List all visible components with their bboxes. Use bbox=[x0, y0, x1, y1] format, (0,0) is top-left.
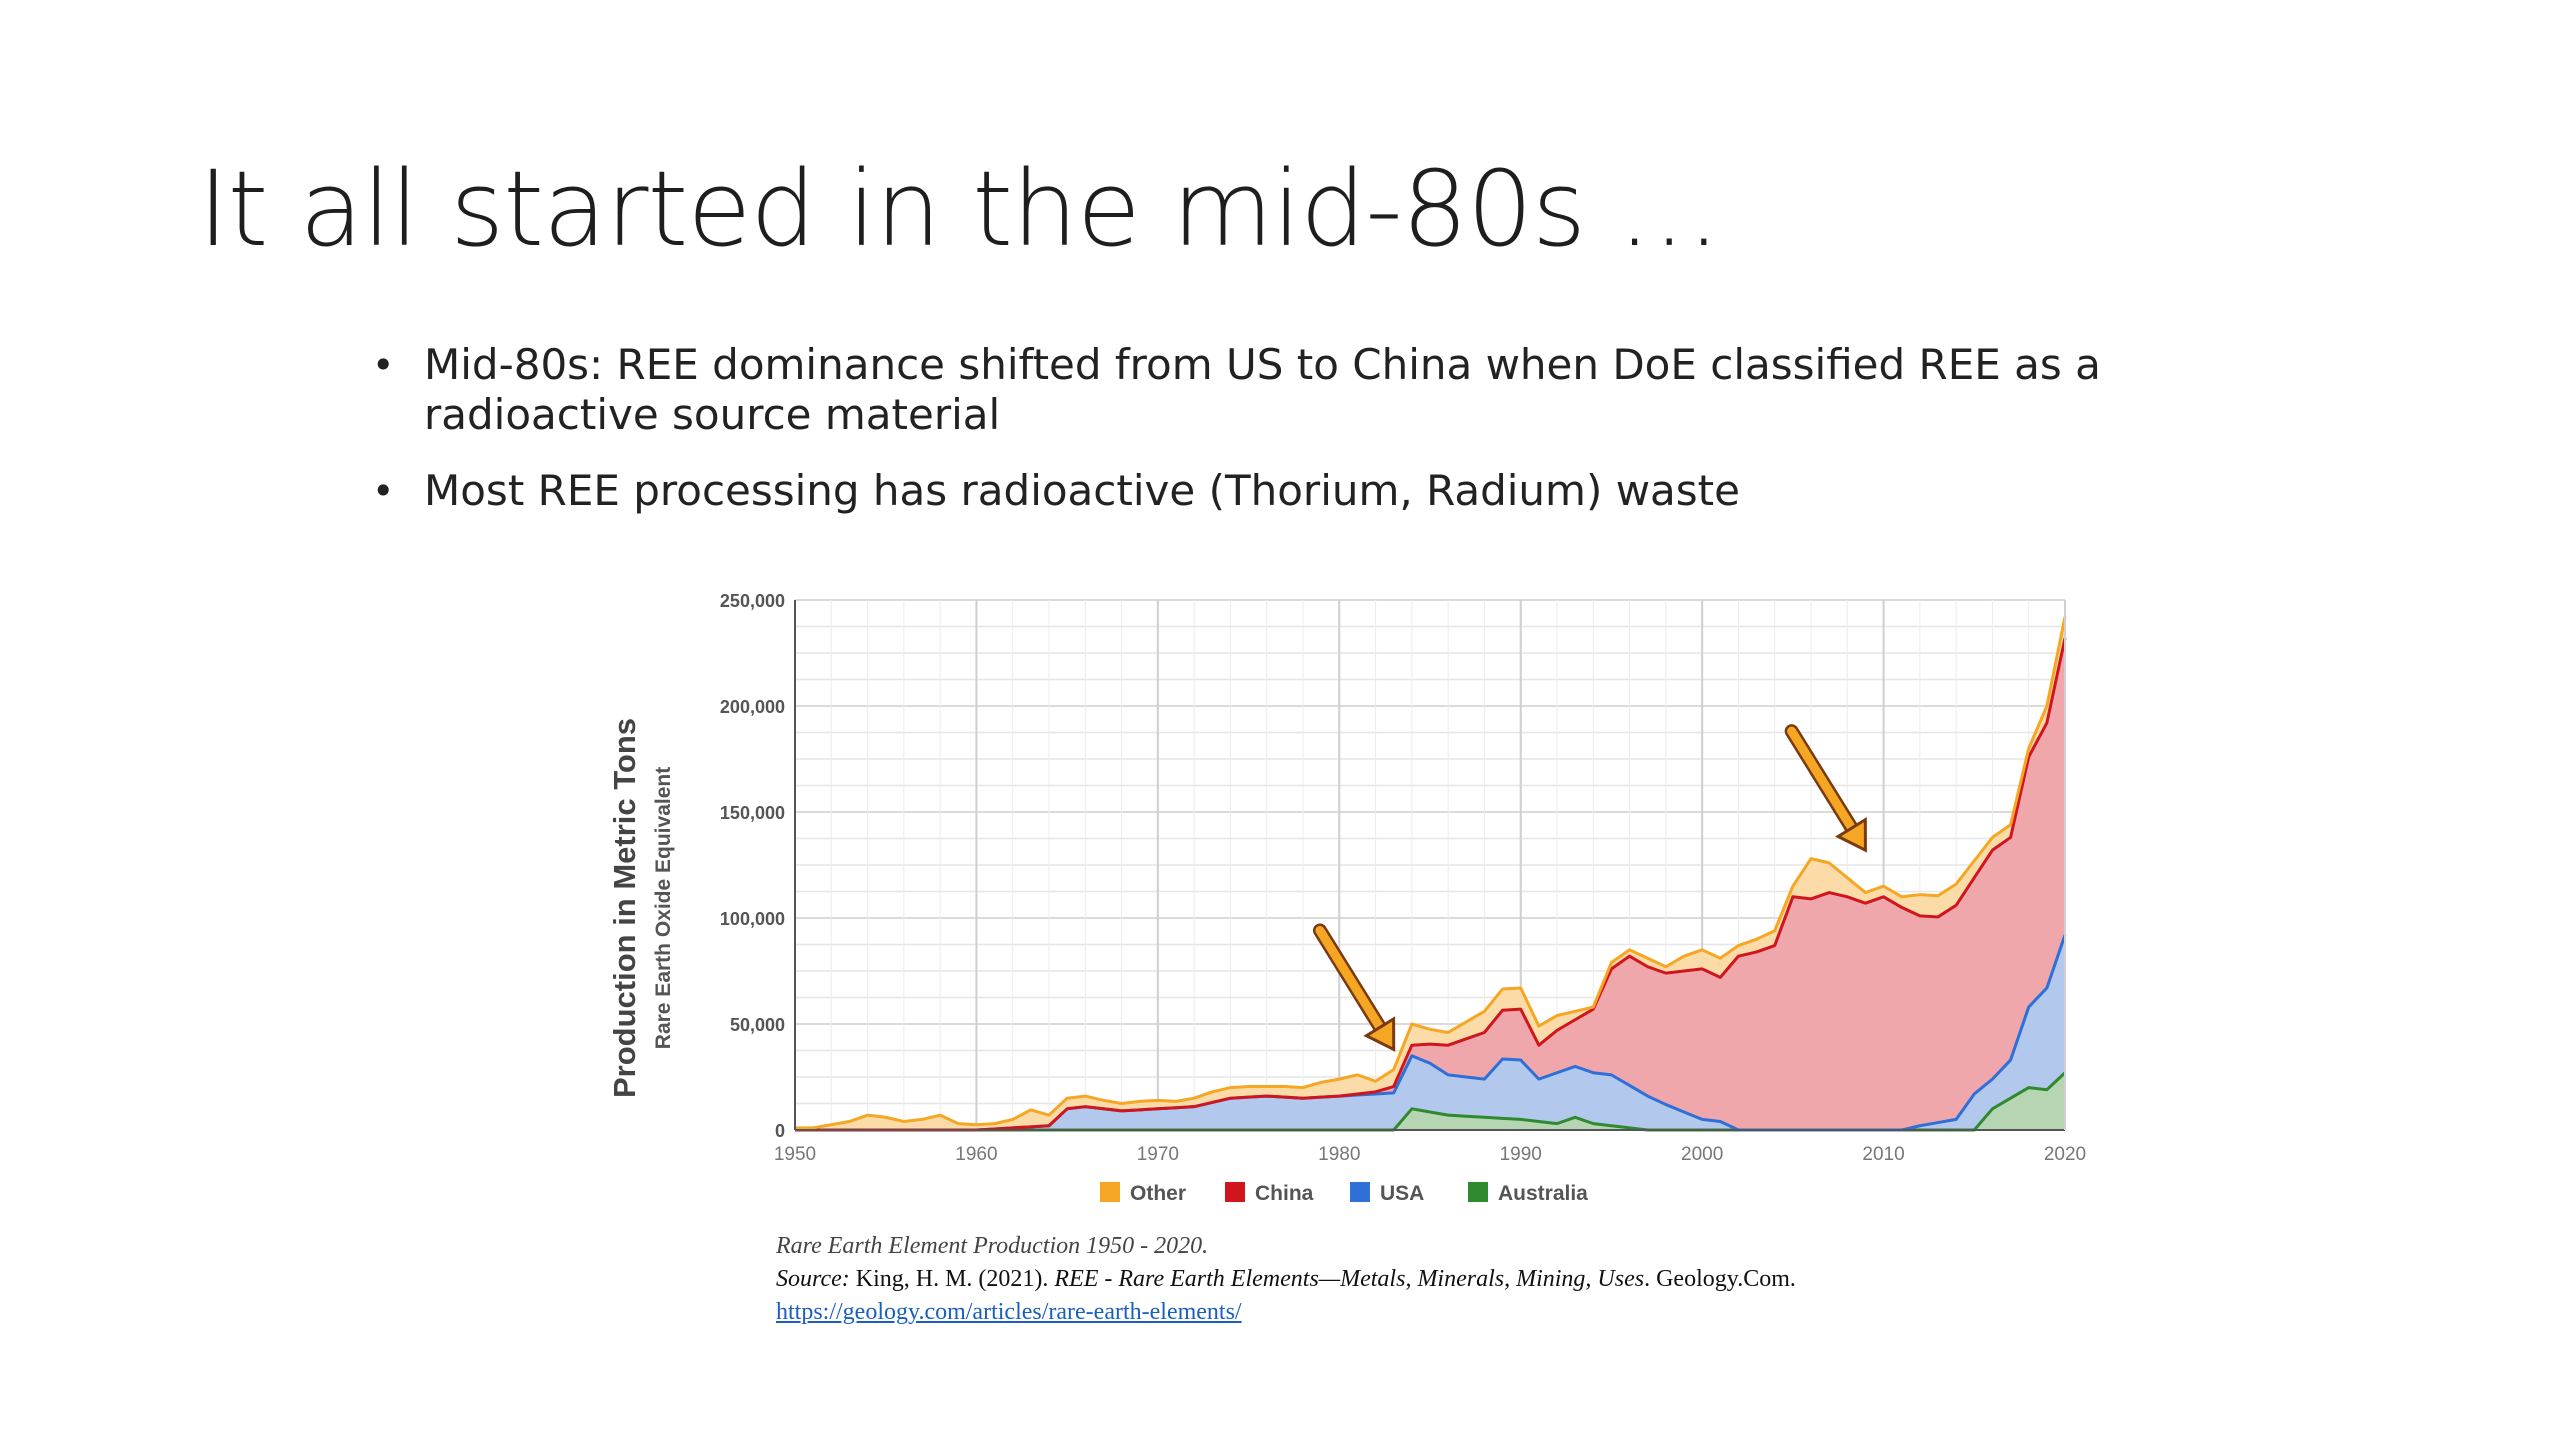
y-tick-label: 100,000 bbox=[720, 909, 785, 929]
x-tick-label: 2000 bbox=[1681, 1144, 1723, 1165]
bullet-glyph: • bbox=[372, 469, 395, 513]
x-tick-label: 1970 bbox=[1137, 1144, 1179, 1165]
slide-title: It all started in the mid-80s … bbox=[198, 148, 1721, 270]
x-tick-label: 1980 bbox=[1318, 1144, 1360, 1165]
legend-item-australia: Australia bbox=[1468, 1182, 1588, 1205]
legend-label: USA bbox=[1380, 1182, 1424, 1205]
caption-publisher: . Geology.Com. bbox=[1644, 1266, 1796, 1292]
legend-item-usa: USA bbox=[1350, 1182, 1424, 1205]
legend-item-other: Other bbox=[1100, 1182, 1186, 1205]
bullet-text: Most REE processing has radioactive (Tho… bbox=[424, 466, 1740, 515]
y-axis-label: Production in Metric Tons bbox=[607, 718, 642, 1098]
x-tick-label: 2020 bbox=[2044, 1144, 2086, 1165]
caption-title: Rare Earth Element Production 1950 - 202… bbox=[776, 1233, 1209, 1259]
figure-caption: Rare Earth Element Production 1950 - 202… bbox=[776, 1230, 2076, 1329]
legend-item-china: China bbox=[1225, 1182, 1314, 1205]
chart-areas bbox=[795, 616, 2065, 1130]
chart-legend: Other China USA Australia bbox=[1100, 1182, 1588, 1205]
legend-swatch bbox=[1350, 1182, 1370, 1202]
y-tick-label: 50,000 bbox=[730, 1015, 785, 1035]
y-tick-label: 0 bbox=[775, 1121, 785, 1141]
bullet-glyph: • bbox=[372, 343, 395, 387]
arrow-shaft bbox=[1315, 925, 1385, 1032]
area-australia bbox=[795, 1072, 2065, 1130]
x-tick-label: 1990 bbox=[1500, 1144, 1542, 1165]
bullet-text: Mid-80s: REE dominance shifted from US t… bbox=[424, 340, 2101, 439]
legend-label: China bbox=[1255, 1182, 1314, 1205]
arrow-shaft bbox=[1787, 726, 1857, 833]
ree-production-chart: 0 50,000 100,000 150,000 200,000 250,000 1950 1… bbox=[607, 591, 2086, 1205]
bullet-item: • Most REE processing has radioactive (T… bbox=[372, 466, 2132, 516]
x-tick-label: 1960 bbox=[955, 1144, 997, 1165]
chart-container: 0 50,000 100,000 150,000 200,000 250,000 1950 1… bbox=[590, 570, 2090, 1220]
legend-swatch bbox=[1225, 1182, 1245, 1202]
y-tick-label: 250,000 bbox=[720, 591, 785, 611]
area-other bbox=[795, 616, 2065, 1130]
area-china bbox=[795, 638, 2065, 1130]
legend-label: Other bbox=[1130, 1182, 1186, 1205]
legend-label: Australia bbox=[1498, 1182, 1588, 1205]
legend-swatch bbox=[1468, 1182, 1488, 1202]
caption-source-label: Source: bbox=[776, 1266, 850, 1292]
y-tick-label: 150,000 bbox=[720, 803, 785, 823]
x-tick-label: 2010 bbox=[1862, 1144, 1904, 1165]
y-tick-label: 200,000 bbox=[720, 697, 785, 717]
bullet-item: • Mid-80s: REE dominance shifted from US… bbox=[372, 340, 2132, 440]
arrow-head bbox=[1835, 816, 1867, 853]
x-tick-label: 1950 bbox=[774, 1144, 816, 1165]
arrow-head bbox=[1363, 1016, 1396, 1052]
chart-axes bbox=[794, 600, 2066, 1131]
source-link[interactable]: https://geology.com/articles/rare-earth-… bbox=[776, 1299, 1242, 1325]
line-china bbox=[795, 637, 2067, 1132]
line-other bbox=[795, 616, 2067, 1130]
y-axis-sublabel: Rare Earth Oxide Equivalent bbox=[652, 767, 675, 1049]
chart-annotations bbox=[1312, 724, 1867, 1052]
chart-tick-labels: 0 50,000 100,000 150,000 200,000 250,000 1950 1… bbox=[720, 591, 2086, 1165]
bullet-list: • Mid-80s: REE dominance shifted from US… bbox=[372, 340, 2132, 542]
caption-authors: King, H. M. (2021). bbox=[855, 1266, 1049, 1292]
annotation-arrow bbox=[1784, 724, 1867, 853]
area-usa bbox=[795, 934, 2065, 1130]
caption-work: REE - Rare Earth Elements—Metals, Minera… bbox=[1054, 1266, 1645, 1292]
caption-source: Source: King, H. M. (2021). REE - Rare E… bbox=[776, 1266, 1796, 1292]
legend-swatch bbox=[1100, 1182, 1120, 1202]
annotation-arrow bbox=[1312, 923, 1396, 1052]
